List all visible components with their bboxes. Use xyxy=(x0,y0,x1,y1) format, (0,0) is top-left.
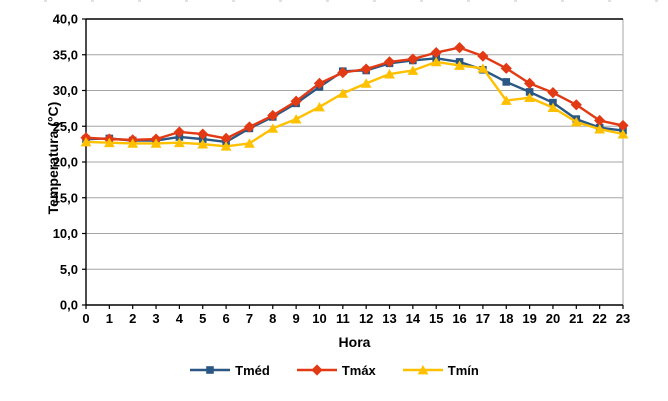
x-tick-label: 3 xyxy=(152,311,159,326)
x-tick-label: 1 xyxy=(106,311,113,326)
legend-label: Tmín xyxy=(447,362,479,378)
legend-item-tmed: Tméd xyxy=(189,363,270,377)
x-axis-title: Hora xyxy=(338,334,371,350)
top-crop-artifact xyxy=(0,0,668,2)
x-tick-label: 7 xyxy=(246,311,253,326)
x-tick-label: 18 xyxy=(499,311,513,326)
x-tick-label: 5 xyxy=(199,311,206,326)
x-tick-label: 15 xyxy=(429,311,443,326)
legend-item-tmax: Tmáx xyxy=(296,363,376,377)
series-tmed xyxy=(82,54,627,146)
y-axis-title: Temperatura (°C) xyxy=(45,101,61,215)
legend-item-tmin: Tmín xyxy=(402,363,479,377)
x-tick-label: 20 xyxy=(546,311,560,326)
x-tick-label: 21 xyxy=(569,311,583,326)
x-tick-label: 19 xyxy=(522,311,536,326)
y-tick-label: 40,0 xyxy=(53,12,78,27)
x-tick-label: 23 xyxy=(616,311,630,326)
plot-area: 40,035,030,025,020,015,010,05,00,00 1 2 3 4 5… xyxy=(53,12,631,327)
x-tick-label: 8 xyxy=(269,311,276,326)
legend-label: Tmáx xyxy=(341,362,376,378)
x-tick-label: 13 xyxy=(382,311,396,326)
x-tick-label: 14 xyxy=(406,311,421,326)
y-tick-label: 5,0 xyxy=(60,262,78,277)
x-tick-label: 4 xyxy=(176,311,184,326)
x-tick-label: 2 xyxy=(129,311,136,326)
x-tick-label: 10 xyxy=(312,311,326,326)
y-tick-label: 30,0 xyxy=(53,83,78,98)
legend-label: Tméd xyxy=(235,362,270,378)
legend-marker-triangle-icon xyxy=(402,365,443,375)
x-tick-label: 9 xyxy=(293,311,300,326)
x-tick-label: 11 xyxy=(336,311,350,326)
y-tick-label: 35,0 xyxy=(53,47,78,62)
legend-marker-square-icon xyxy=(190,366,231,374)
y-tick-label: 0,0 xyxy=(60,298,78,313)
y-tick-label: 15,0 xyxy=(53,190,78,205)
x-tick-label: 22 xyxy=(592,311,606,326)
legend-marker-diamond-icon xyxy=(296,364,337,376)
y-tick-label: 20,0 xyxy=(53,155,78,170)
x-tick-label: 12 xyxy=(359,311,373,326)
x-tick-label: 17 xyxy=(476,311,490,326)
y-tick-label: 25,0 xyxy=(53,119,78,134)
x-tick-label: 0 xyxy=(82,311,89,326)
x-tick-label: 6 xyxy=(222,311,229,326)
series-tmax xyxy=(80,42,629,146)
x-tick-label: 16 xyxy=(452,311,466,326)
y-tick-label: 10,0 xyxy=(53,226,78,241)
chart-legend: Tméd Tmáx Tmín xyxy=(0,360,668,380)
series-tmin xyxy=(80,56,629,151)
